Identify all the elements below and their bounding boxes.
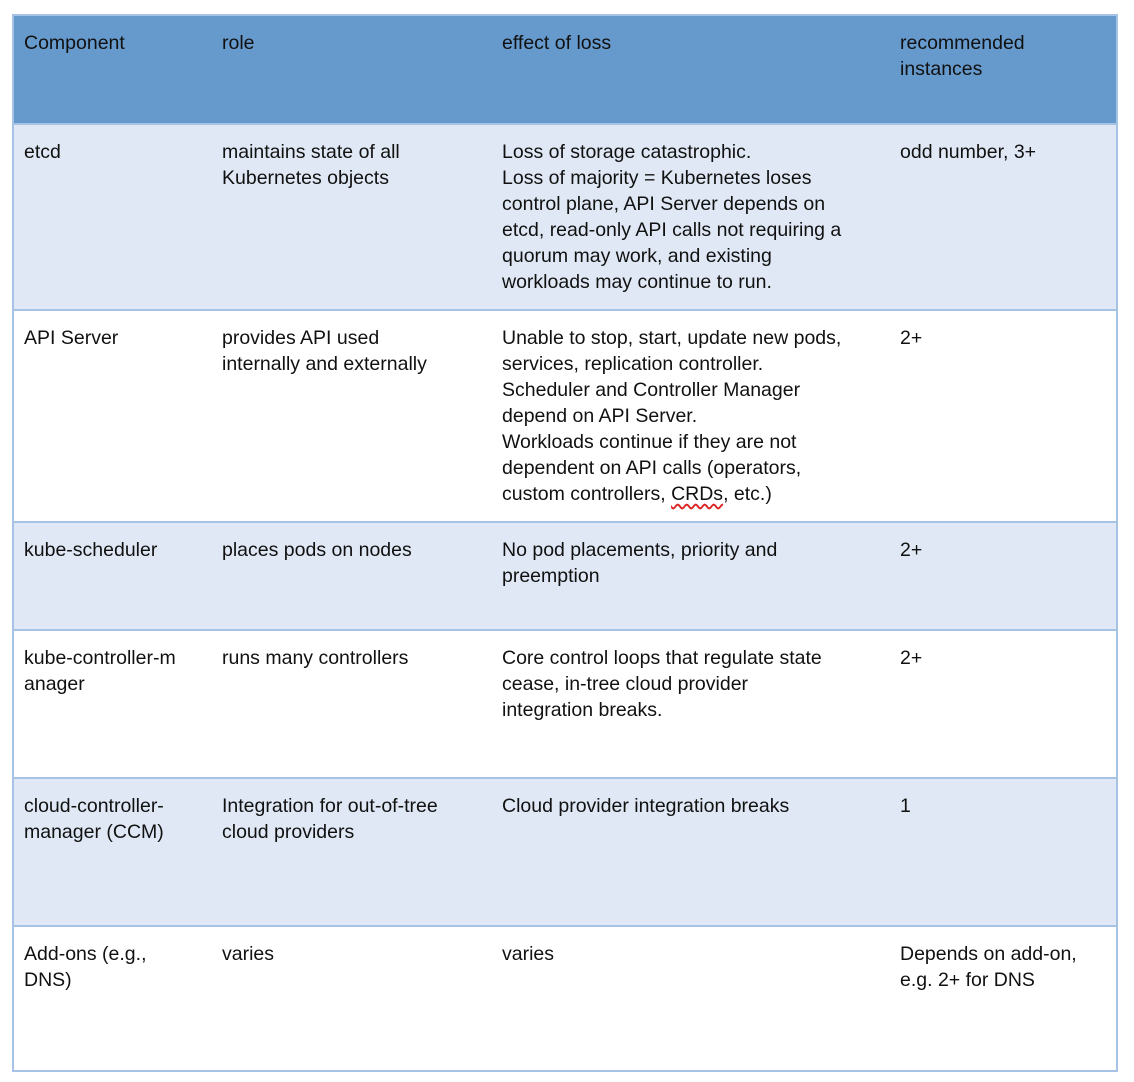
cell-text-line: Add-ons (e.g., [24, 943, 147, 965]
cell-text-line: integration breaks. [502, 699, 663, 721]
cell-text-line: etcd [24, 141, 61, 163]
cell-component: API Server [24, 325, 204, 351]
cell-text-line: 1 [900, 795, 911, 817]
cell-text-line: Core control loops that regulate state [502, 647, 822, 669]
cell-text-line: workloads may continue to run. [502, 271, 772, 293]
cell-text-line: Integration for out-of-tree [222, 795, 438, 817]
cell-text-line: 2+ [900, 647, 923, 669]
cell-text-line: API Server [24, 327, 119, 349]
cell-role: varies [222, 941, 492, 967]
cell-role: Integration for out-of-tree cloud provide… [222, 793, 492, 845]
cell-text-line: anager [24, 673, 85, 695]
cell-recommended-instances: Depends on add-on, e.g. 2+ for DNS [900, 941, 1110, 993]
cell-text-line: No pod placements, priority and [502, 539, 778, 561]
cell-component: kube-scheduler [24, 537, 204, 563]
cell-text-line: Workloads continue if they are not [502, 431, 797, 453]
cell-text-line: Loss of majority = Kubernetes loses [502, 167, 812, 189]
cell-text-line: Unable to stop, start, update new pods, [502, 327, 842, 349]
cell-effect-of-loss: Core control loops that regulate state ce… [502, 645, 882, 723]
cell-text-line: Kubernetes objects [222, 167, 389, 189]
cell-component: cloud-controller-manager (CCM) [24, 793, 204, 845]
cell-component: etcd [24, 139, 204, 165]
cell-role: maintains state of all Kubernetes objects [222, 139, 492, 191]
cell-role: provides API used internally and external… [222, 325, 492, 377]
cell-text-line: recommended [900, 32, 1025, 54]
cell-text-line: 2+ [900, 539, 923, 561]
header-row: Component role effect of loss recommended in… [14, 16, 1116, 123]
cell-text-line: services, replication controller. [502, 353, 764, 375]
cell-text-line: custom controllers, CRDs, etc.) [502, 483, 772, 505]
cell-effect-of-loss: varies [502, 941, 882, 967]
cell-text-line: manager (CCM) [24, 821, 164, 843]
cell-text-line: maintains state of all [222, 141, 400, 163]
cell-text-line: etcd, read-only API calls not requiring … [502, 219, 842, 241]
cell-text-line: runs many controllers [222, 647, 409, 669]
cell-text-line: cloud-controller- [24, 795, 164, 817]
cell-recommended-instances: 1 [900, 793, 1110, 819]
cell-component: kube-controller-m anager [24, 645, 204, 697]
header-cell-role: role [222, 30, 492, 56]
cell-text-line: depend on API Server. [502, 405, 698, 427]
table-row: etcd maintains state of all Kubernetes obj… [14, 123, 1116, 309]
cell-text-line: varies [502, 943, 555, 965]
header-cell-component: Component [24, 30, 204, 56]
cell-text-line: kube-controller-m [24, 647, 176, 669]
cell-text-line: Component [24, 32, 125, 54]
cell-text-line: cease, in-tree cloud provider [502, 673, 749, 695]
cell-text-line: Cloud provider integration breaks [502, 795, 790, 817]
table-row: kube-scheduler places pods on nodes No pod… [14, 521, 1116, 629]
cell-text-line: Loss of storage catastrophic. [502, 141, 752, 163]
cell-text-line: e.g. 2+ for DNS [900, 969, 1035, 991]
cell-text-line: DNS) [24, 969, 72, 991]
cell-text-line: odd number, 3+ [900, 141, 1037, 163]
cell-recommended-instances: 2+ [900, 325, 1110, 351]
header-cell-recommended-instances: recommended instances [900, 30, 1110, 82]
cell-text-line: provides API used [222, 327, 380, 349]
cell-text-line: internally and externally [222, 353, 427, 375]
cell-text-line: Depends on add-on, [900, 943, 1077, 965]
table-row: API Server provides API used internally an… [14, 309, 1116, 521]
cell-role: places pods on nodes [222, 537, 492, 563]
table-row: kube-controller-m anager runs many control… [14, 629, 1116, 777]
cell-text-line: control plane, API Server depends on [502, 193, 826, 215]
cell-text-line: places pods on nodes [222, 539, 412, 561]
cell-text-line: kube-scheduler [24, 539, 158, 561]
cell-text-line: effect of loss [502, 32, 612, 54]
cell-role: runs many controllers [222, 645, 492, 671]
cell-effect-of-loss: No pod placements, priority and preemptio… [502, 537, 882, 589]
cell-effect-of-loss: Unable to stop, start, update new pods, s… [502, 325, 882, 507]
cell-text-line: dependent on API calls (operators, [502, 457, 802, 479]
cell-text-line: varies [222, 943, 275, 965]
cell-component: Add-ons (e.g., DNS) [24, 941, 204, 993]
cell-effect-of-loss: Cloud provider integration breaks [502, 793, 882, 819]
header-cell-effect-of-loss: effect of loss [502, 30, 882, 56]
cell-recommended-instances: odd number, 3+ [900, 139, 1110, 165]
cell-effect-of-loss: Loss of storage catastrophic. Loss of maj… [502, 139, 882, 295]
cell-text-line: 2+ [900, 327, 923, 349]
cell-text-line: cloud providers [222, 821, 355, 843]
cell-recommended-instances: 2+ [900, 645, 1110, 671]
table-row: cloud-controller-manager (CCM) Integratio… [14, 777, 1116, 925]
cell-recommended-instances: 2+ [900, 537, 1110, 563]
cell-text-line: preemption [502, 565, 600, 587]
spellcheck-underline[interactable]: CRDs [671, 483, 724, 505]
cell-text-line: quorum may work, and existing [502, 245, 772, 267]
cell-text-line: instances [900, 58, 983, 80]
cell-text-line: Scheduler and Controller Manager [502, 379, 801, 401]
component-table: Component role effect of loss recommended in… [12, 14, 1118, 1072]
table-row: Add-ons (e.g., DNS) varies varies Depends on… [14, 925, 1116, 1070]
cell-text-line: role [222, 32, 255, 54]
